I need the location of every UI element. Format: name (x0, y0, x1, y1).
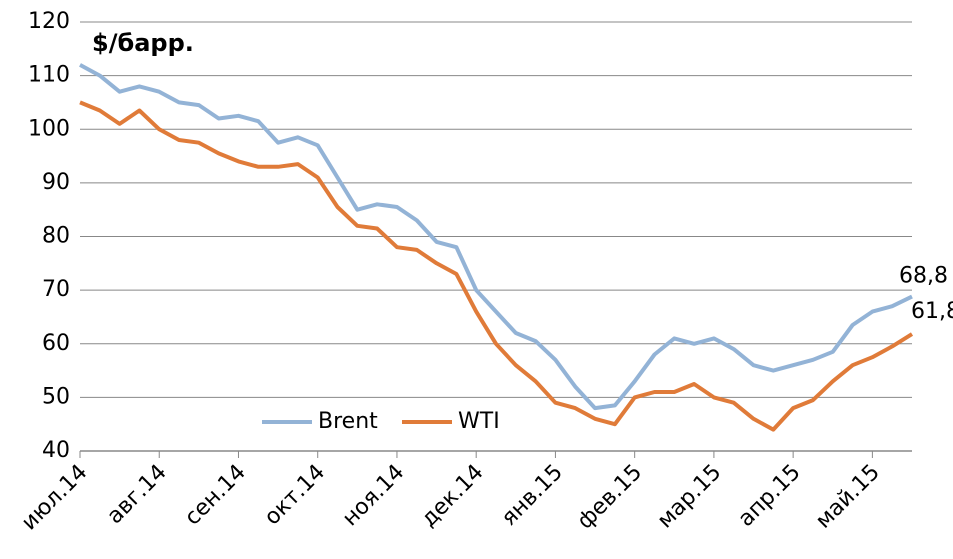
x-tick-label: июл.14 (17, 460, 93, 536)
x-tick-label: май.15 (811, 460, 885, 534)
series-line (79, 63, 913, 411)
x-tick-label: фев.15 (573, 460, 647, 534)
y-tick-label: 100 (28, 116, 70, 141)
y-axis-label: $/барр. (92, 29, 194, 57)
y-tick-label: 90 (42, 170, 70, 195)
y-tick-label: 120 (28, 9, 70, 34)
y-tick-label: 40 (42, 438, 70, 463)
x-tick-label: апр.15 (734, 460, 806, 532)
y-tick-label: 70 (42, 277, 70, 302)
x-tick-label: сен.14 (180, 460, 251, 531)
y-tick-label: 50 (42, 384, 70, 409)
x-tick-label: ноя.14 (338, 460, 409, 531)
value-label: 61,8 (911, 299, 953, 324)
value-label: 68,8 (899, 264, 948, 289)
x-tick-label: янв.15 (497, 460, 568, 531)
legend-label: WTI (458, 409, 500, 434)
series-line (79, 100, 914, 432)
x-tick-label: дек.14 (417, 460, 489, 532)
legend-label: Brent (318, 409, 378, 434)
y-tick-label: 80 (42, 224, 70, 249)
x-tick-label: мар.15 (653, 460, 727, 534)
y-tick-label: 60 (42, 331, 70, 356)
x-tick-label: окт.14 (260, 460, 330, 530)
y-tick-label: 110 (28, 63, 70, 88)
x-tick-label: авг.14 (102, 460, 171, 529)
